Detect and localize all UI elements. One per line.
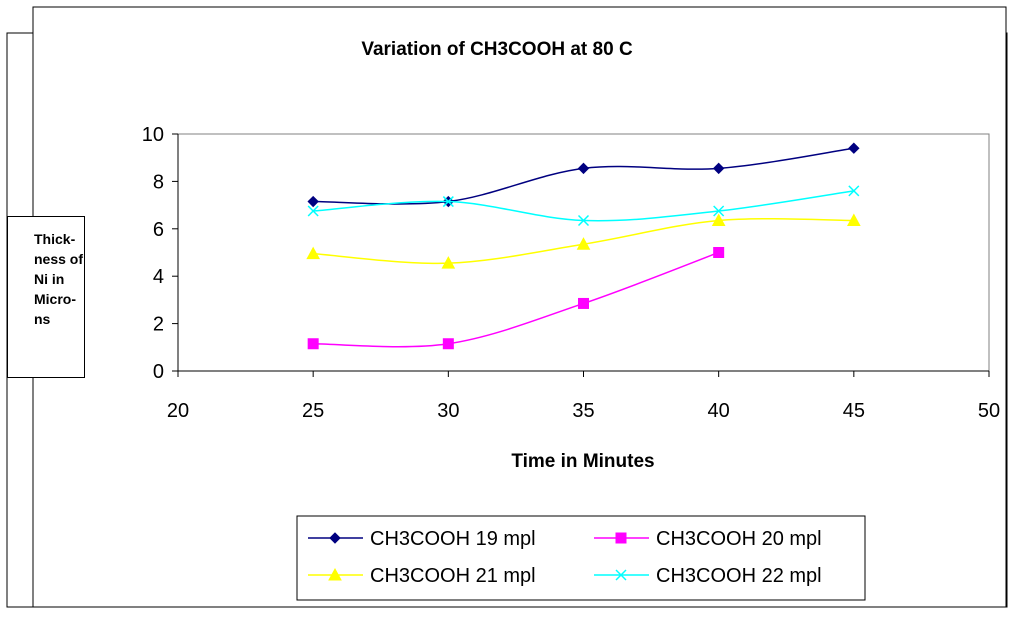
data-point-series-4 xyxy=(848,185,860,197)
y-axis-label-box: Thick-ness of Ni in Micro-ns xyxy=(7,216,85,378)
legend-label: CH3COOH 20 mpl xyxy=(656,528,822,550)
x-tick-label: 35 xyxy=(572,400,594,422)
legend-marker xyxy=(615,569,627,581)
x-tick-label: 20 xyxy=(167,400,189,422)
chart-title: Variation of CH3COOH at 80 C xyxy=(361,39,633,60)
legend-label: CH3COOH 22 mpl xyxy=(656,565,822,587)
chart-frame xyxy=(32,6,1007,608)
legend-label: CH3COOH 21 mpl xyxy=(370,565,536,587)
legend-label: CH3COOH 19 mpl xyxy=(370,528,536,550)
x-axis-title: Time in Minutes xyxy=(511,451,654,472)
x-tick-label: 25 xyxy=(302,400,324,422)
legend xyxy=(296,515,866,601)
x-tick-label: 45 xyxy=(843,400,865,422)
y-axis-label: Thick-ness of Ni in Micro-ns xyxy=(34,231,84,327)
data-point-series-2 xyxy=(578,297,589,309)
data-point-series-2 xyxy=(442,338,454,350)
legend-marker xyxy=(615,532,627,544)
y-tick-label: 2 xyxy=(153,314,164,336)
data-point-series-3 xyxy=(711,213,726,227)
x-tick-label: 40 xyxy=(708,400,730,422)
data-point-series-2 xyxy=(713,247,725,258)
data-point-series-4 xyxy=(307,205,319,217)
data-point-series-3 xyxy=(846,213,861,227)
data-point-series-4 xyxy=(577,214,590,227)
data-point-series-1 xyxy=(848,142,860,154)
x-tick-label: 30 xyxy=(437,400,459,422)
y-tick-label: 4 xyxy=(153,266,164,288)
data-point-series-1 xyxy=(577,162,590,175)
data-point-series-1 xyxy=(307,195,319,208)
data-point-series-1 xyxy=(712,162,725,175)
data-point-series-3 xyxy=(441,256,456,269)
y-tick-label: 6 xyxy=(153,219,164,241)
data-point-series-4 xyxy=(713,205,725,217)
y-tick-label: 0 xyxy=(153,361,164,383)
legend-marker xyxy=(329,532,341,544)
legend-marker xyxy=(328,567,342,581)
data-point-series-3 xyxy=(576,237,591,250)
x-tick-label: 50 xyxy=(978,400,1000,422)
data-point-series-4 xyxy=(442,196,454,208)
y-tick-label: 10 xyxy=(142,124,164,146)
series-line-2 xyxy=(313,251,719,348)
y-tick-label: 8 xyxy=(153,171,164,193)
data-point-series-2 xyxy=(307,338,319,350)
data-point-series-3 xyxy=(306,246,321,260)
